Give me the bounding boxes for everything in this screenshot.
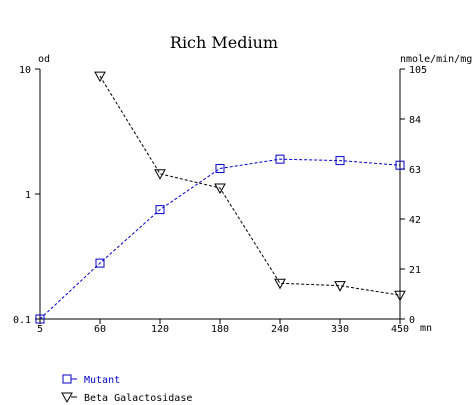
x-tick-label: 240 <box>271 324 289 335</box>
x-tick-label: 60 <box>94 324 106 335</box>
data-point <box>155 205 165 215</box>
y-right-tick-label: 42 <box>409 215 421 226</box>
legend-label: Beta Galactosidase <box>84 393 192 404</box>
y-left-tick-label: 10 <box>19 65 31 76</box>
legend-label: Mutant <box>84 375 120 386</box>
data-point <box>275 154 285 164</box>
legend-item: Beta Galactosidase <box>61 392 192 404</box>
axes: 5 60 120 180 240 330 450 0.1 1 10 0 21 42 63 84 105 <box>13 65 427 335</box>
y-right-tick-label: 84 <box>409 115 421 126</box>
y-right-tick-label: 0 <box>409 315 415 326</box>
legend: Mutant Beta Galactosidase <box>61 374 192 404</box>
chart-title: Rich Medium <box>170 33 278 52</box>
data-point <box>335 156 345 166</box>
data-point <box>94 71 106 83</box>
legend-marker <box>62 374 72 384</box>
series-2 <box>94 71 406 302</box>
y-axis-right-label: nmole/min/mg <box>400 54 472 65</box>
y-axis-left-label: od <box>38 54 50 65</box>
y-right-tick-label: 105 <box>409 65 427 76</box>
data-point <box>395 160 405 170</box>
data-point <box>95 258 105 268</box>
x-tick-label: 180 <box>211 324 229 335</box>
x-tick-label: 450 <box>391 324 409 335</box>
series-line <box>99 75 401 296</box>
y-right-tick-label: 63 <box>409 165 421 176</box>
data-point <box>214 183 226 195</box>
legend-marker <box>61 392 73 404</box>
data-point <box>215 163 225 173</box>
y-right-tick-label: 21 <box>409 265 421 276</box>
data-point <box>274 278 286 290</box>
x-tick-label: 330 <box>331 324 349 335</box>
series-line <box>39 158 401 320</box>
data-point <box>394 290 406 302</box>
y-left-tick-label: 0.1 <box>13 315 31 326</box>
series-layer <box>35 71 406 324</box>
series-1 <box>35 154 405 324</box>
x-tick-label: 5 <box>37 324 43 335</box>
legend-item: Mutant <box>62 374 120 386</box>
data-point <box>154 169 166 180</box>
y-left-tick-label: 1 <box>25 190 31 201</box>
x-axis-label: mn <box>420 323 432 334</box>
x-tick-label: 120 <box>151 324 169 335</box>
data-point <box>35 314 45 324</box>
data-point <box>334 281 346 292</box>
